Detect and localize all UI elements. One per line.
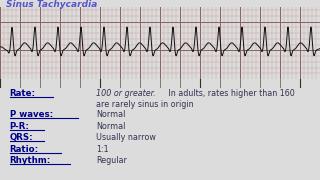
Text: In adults, rates higher than 160: In adults, rates higher than 160	[166, 89, 295, 98]
Text: Usually narrow: Usually narrow	[96, 133, 156, 142]
Text: P waves:: P waves:	[10, 110, 53, 119]
Text: Ratio:: Ratio:	[10, 145, 39, 154]
Text: are rarely sinus in origin: are rarely sinus in origin	[96, 100, 194, 109]
Text: Sinus Tachycardia: Sinus Tachycardia	[6, 0, 98, 8]
Text: 1:1: 1:1	[96, 145, 108, 154]
Text: Normal: Normal	[96, 110, 125, 119]
Text: P-R:: P-R:	[10, 122, 29, 130]
Text: Rate:: Rate:	[10, 89, 36, 98]
Text: Regular: Regular	[96, 156, 127, 165]
Text: 100 or greater.: 100 or greater.	[96, 89, 156, 98]
Text: QRS:: QRS:	[10, 133, 33, 142]
Text: Normal: Normal	[96, 122, 125, 130]
Text: Rhythm:: Rhythm:	[10, 156, 51, 165]
